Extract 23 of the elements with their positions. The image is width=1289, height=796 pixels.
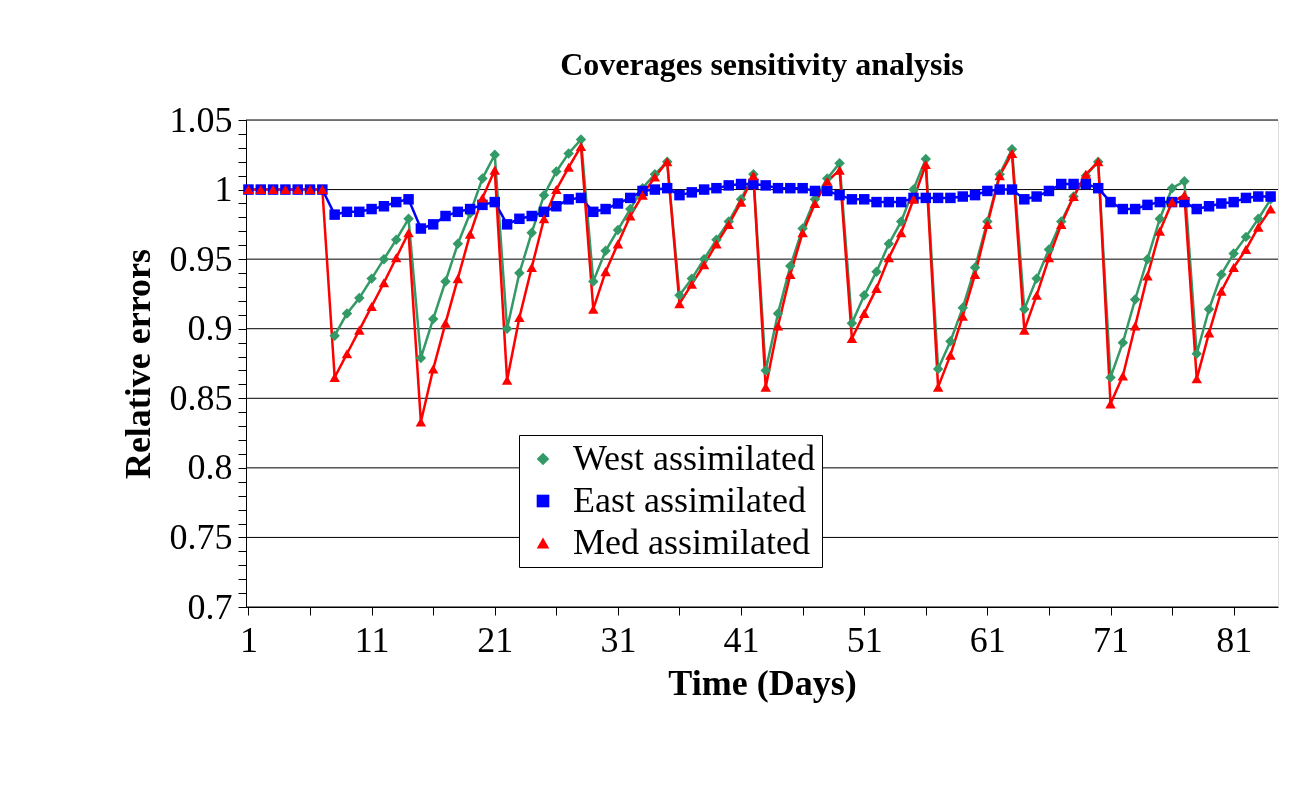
x-tick-label: 61 (969, 619, 1006, 660)
y-tick-label: 0.75 (169, 516, 233, 557)
y-tick-label: 1.05 (169, 99, 233, 140)
x-axis-title: Time (Days) (668, 662, 857, 703)
x-tick-label: 81 (1216, 619, 1253, 660)
y-tick-label: 0.85 (169, 377, 233, 418)
legend-label: East assimilated (573, 480, 806, 520)
legend-label: Med assimilated (573, 522, 810, 562)
chart-title: Coverages sensitivity analysis (560, 46, 964, 82)
x-tick-label: 11 (354, 619, 390, 660)
x-tick-label: 21 (477, 619, 514, 660)
x-tick-label: 1 (239, 619, 258, 660)
y-tick-label: 0.8 (187, 447, 233, 488)
y-tick-label: 0.95 (169, 238, 233, 279)
y-tick-label: 1 (214, 169, 233, 210)
x-tick-label: 31 (600, 619, 637, 660)
y-tick-label: 0.9 (187, 308, 233, 349)
y-axis-title: Relative errors (117, 248, 158, 480)
x-tick-label: 71 (1093, 619, 1130, 660)
y-tick-label: 0.7 (187, 586, 233, 627)
legend-label: West assimilated (573, 438, 816, 478)
x-tick-label: 51 (846, 619, 883, 660)
x-tick-label: 41 (723, 619, 760, 660)
